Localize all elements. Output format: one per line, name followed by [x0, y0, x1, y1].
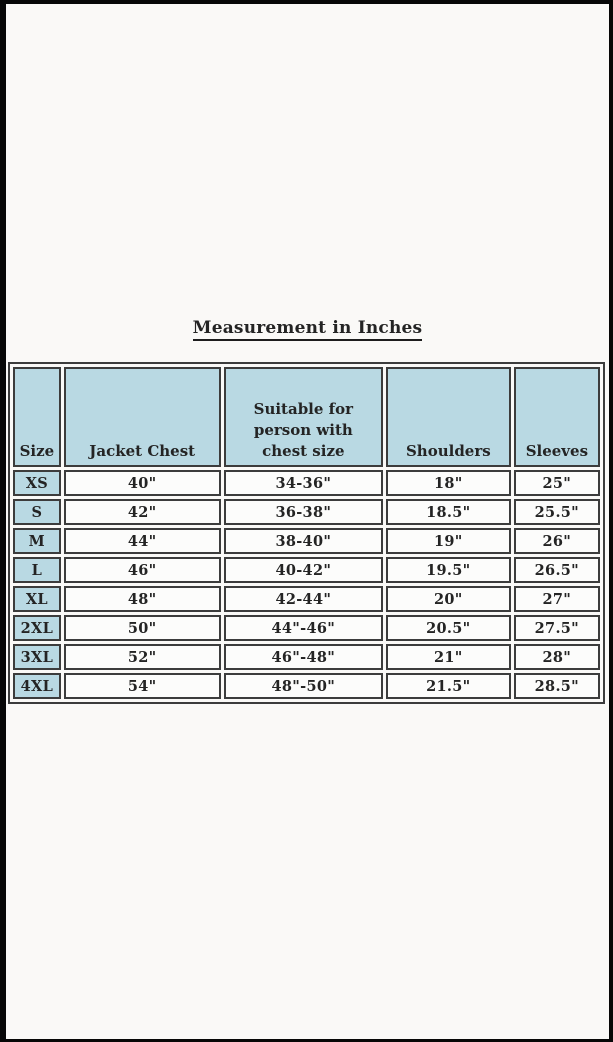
size-cell: S	[13, 499, 61, 525]
value-cell: 48"	[63, 586, 221, 612]
value-cell: 25"	[513, 470, 600, 496]
value-cell: 50"	[63, 615, 221, 641]
table-row: L 46" 40-42" 19.5" 26.5"	[13, 557, 600, 583]
value-cell: 25.5"	[513, 499, 600, 525]
value-cell: 52"	[63, 644, 221, 670]
value-cell: 46"	[63, 557, 221, 583]
table-row: M 44" 38-40" 19" 26"	[13, 528, 600, 554]
size-cell: M	[13, 528, 61, 554]
header-row: Size Jacket Chest Suitable for person wi…	[13, 367, 600, 467]
value-cell: 27"	[513, 586, 600, 612]
value-cell: 48"-50"	[223, 673, 383, 699]
header-jacket-chest: Jacket Chest	[63, 367, 221, 467]
value-cell: 28.5"	[513, 673, 600, 699]
value-cell: 18.5"	[385, 499, 511, 525]
size-cell: 2XL	[13, 615, 61, 641]
value-cell: 38-40"	[223, 528, 383, 554]
value-cell: 42"	[63, 499, 221, 525]
value-cell: 27.5"	[513, 615, 600, 641]
value-cell: 19.5"	[385, 557, 511, 583]
table-row: S 42" 36-38" 18.5" 25.5"	[13, 499, 600, 525]
value-cell: 20.5"	[385, 615, 511, 641]
header-sleeves: Sleeves	[513, 367, 600, 467]
value-cell: 40"	[63, 470, 221, 496]
size-cell: 4XL	[13, 673, 61, 699]
table-row: XL 48" 42-44" 20" 27"	[13, 586, 600, 612]
header-shoulders: Shoulders	[385, 367, 511, 467]
value-cell: 40-42"	[223, 557, 383, 583]
size-cell: L	[13, 557, 61, 583]
value-cell: 46"-48"	[223, 644, 383, 670]
page-title: Measurement in Inches	[6, 4, 609, 341]
table-row: 3XL 52" 46"-48" 21" 28"	[13, 644, 600, 670]
table-row: XS 40" 34-36" 18" 25"	[13, 470, 600, 496]
value-cell: 28"	[513, 644, 600, 670]
size-cell: XS	[13, 470, 61, 496]
value-cell: 26"	[513, 528, 600, 554]
value-cell: 54"	[63, 673, 221, 699]
size-cell: 3XL	[13, 644, 61, 670]
value-cell: 20"	[385, 586, 511, 612]
value-cell: 42-44"	[223, 586, 383, 612]
table-row: 4XL 54" 48"-50" 21.5" 28.5"	[13, 673, 600, 699]
table-row: 2XL 50" 44"-46" 20.5" 27.5"	[13, 615, 600, 641]
value-cell: 21.5"	[385, 673, 511, 699]
size-chart-table: Size Jacket Chest Suitable for person wi…	[8, 362, 605, 704]
value-cell: 18"	[385, 470, 511, 496]
size-cell: XL	[13, 586, 61, 612]
value-cell: 21"	[385, 644, 511, 670]
value-cell: 44"	[63, 528, 221, 554]
value-cell: 34-36"	[223, 470, 383, 496]
header-size: Size	[13, 367, 61, 467]
value-cell: 44"-46"	[223, 615, 383, 641]
value-cell: 19"	[385, 528, 511, 554]
page-title-text: Measurement in Inches	[192, 318, 423, 341]
value-cell: 36-38"	[223, 499, 383, 525]
header-chest-size: Suitable for person with chest size	[223, 367, 383, 467]
value-cell: 26.5"	[513, 557, 600, 583]
